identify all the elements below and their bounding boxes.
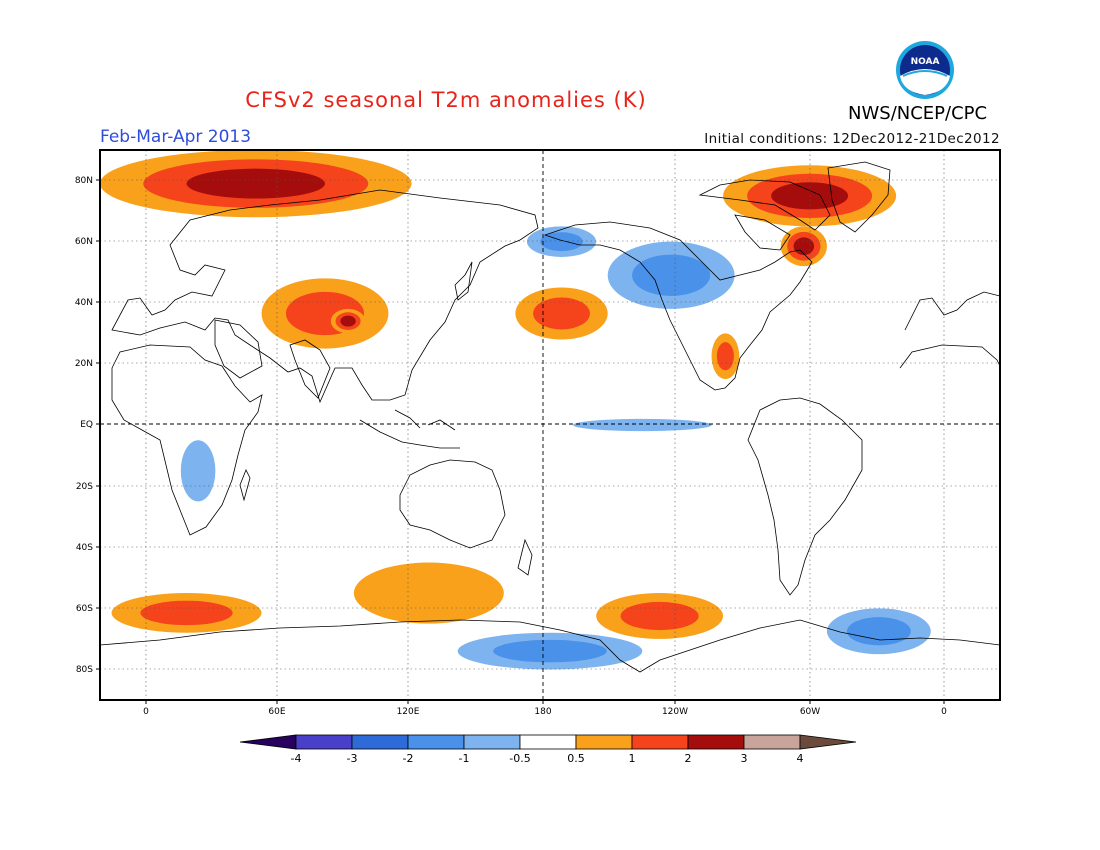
logo-text: NOAA: [911, 57, 940, 67]
colorbar-label: -1: [459, 752, 470, 765]
colorbar-segment: [351, 734, 409, 750]
coastline-antarctica: [100, 619, 1000, 673]
coastline-europe-repeat: [904, 291, 1000, 331]
ytick-label: 20N: [75, 359, 93, 369]
xtick-label: 180: [534, 707, 551, 717]
initial-conditions: Initial conditions: 12Dec2012-21Dec2012: [704, 131, 1000, 147]
chart-title: CFSv2 seasonal T2m anomalies (K): [245, 88, 647, 112]
ytick-label: 80S: [76, 665, 93, 675]
coastline-arabia: [214, 319, 263, 379]
xtick-label: 120E: [397, 707, 420, 717]
colorbar-label: 0.5: [567, 752, 585, 765]
coastline-greenland: [827, 161, 891, 233]
coastline-arctic-islands: [698, 179, 831, 231]
coastlines: [100, 161, 1000, 673]
colorbar-segment: [631, 734, 689, 750]
colorbar-segment: [799, 734, 857, 750]
anomaly-region: [573, 418, 712, 432]
anomaly-region: [353, 562, 504, 624]
anomaly-region: [793, 237, 815, 256]
tick-marks: [96, 179, 945, 704]
ytick-label: 80N: [75, 176, 93, 186]
coastline-africa-repeat: [899, 344, 1000, 369]
colorbar-segment: [295, 734, 353, 750]
coastline-indonesia: [359, 409, 460, 449]
agency-label: NWS/NCEP/CPC: [848, 103, 988, 124]
colorbar-label: 1: [629, 752, 636, 765]
colorbar-segment: [575, 734, 633, 750]
coastline-eurasia: [111, 189, 539, 404]
noaa-logo-icon: NOAA: [896, 41, 954, 99]
colorbar-segment: [239, 734, 297, 750]
colorbar-segment: [463, 734, 521, 750]
xtick-label: 60E: [268, 707, 285, 717]
coastline-japan: [454, 261, 473, 301]
colorbar-label: -3: [347, 752, 358, 765]
coastline-india: [289, 339, 331, 399]
ytick-label: 60S: [76, 604, 93, 614]
colorbar-segment: [407, 734, 465, 750]
equator-dateline: [100, 150, 1000, 700]
anomaly-region: [716, 342, 734, 371]
anomaly-region: [620, 601, 699, 631]
ytick-label: 20S: [76, 482, 93, 492]
xtick-label: 120W: [662, 707, 688, 717]
colorbar-label: -4: [291, 752, 302, 765]
coastline-madagascar: [239, 469, 251, 502]
ytick-label: 40N: [75, 298, 93, 308]
colorbar-label: -2: [403, 752, 414, 765]
coastline-africa: [111, 344, 263, 536]
anomaly-region: [140, 600, 233, 626]
forecast-period: Feb-Mar-Apr 2013: [100, 127, 252, 147]
xtick-label: 60W: [800, 707, 820, 717]
anomaly-region: [846, 617, 911, 646]
ytick-label: EQ: [80, 420, 93, 430]
coastline-north-america: [543, 221, 813, 391]
anomaly-region: [632, 254, 711, 296]
colorbar-label: 4: [797, 752, 804, 765]
coastline-new-zealand: [517, 538, 533, 576]
anomaly-region: [533, 297, 590, 330]
ytick-label: 40S: [76, 543, 93, 553]
coastline-australia: [399, 459, 506, 549]
coastline-hudson-bay: [734, 214, 791, 251]
anomaly-region: [186, 168, 325, 199]
anomaly-region: [493, 639, 607, 663]
xtick-label: 0: [941, 707, 947, 717]
anomaly-region: [180, 440, 216, 502]
map-frame: [99, 149, 1001, 701]
colorbar-segment: [687, 734, 745, 750]
anomaly-region: [540, 232, 583, 252]
colorbar-segment: [743, 734, 801, 750]
colorbar-label: -0.5: [509, 752, 530, 765]
gridlines: [100, 150, 1000, 700]
colorbar-label: 2: [685, 752, 692, 765]
colorbar-segment: [519, 734, 577, 750]
colorbar-label: 3: [741, 752, 748, 765]
xtick-label: 0: [143, 707, 149, 717]
colorbar: -4 -3 -2 -1 -0.5 0.5 1 2 3 4: [239, 734, 857, 765]
anomaly-region: [771, 182, 849, 210]
anomaly-region: [340, 315, 356, 327]
ytick-label: 60N: [75, 237, 93, 247]
